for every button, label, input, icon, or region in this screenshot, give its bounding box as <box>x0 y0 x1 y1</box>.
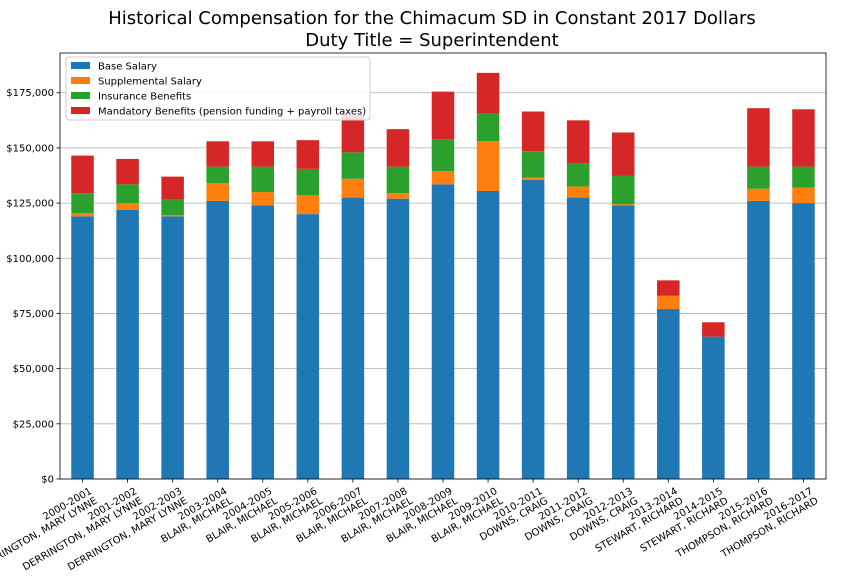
bar-segment <box>251 205 275 479</box>
bar-segment <box>206 166 229 184</box>
legend-swatch <box>71 107 90 114</box>
bar-segment <box>341 197 365 479</box>
legend-swatch <box>71 92 90 99</box>
bar-segment <box>386 129 410 167</box>
bar-segment <box>521 179 545 479</box>
bar-segment <box>476 113 500 142</box>
bar-segment <box>431 171 455 185</box>
bar-segment <box>566 186 590 198</box>
bar-segment <box>521 177 545 180</box>
bar-segment <box>386 193 410 199</box>
bar-segment <box>161 176 184 200</box>
bar-segment <box>251 141 275 167</box>
bar-segment <box>431 139 455 172</box>
y-tick-label: $100,000 <box>6 254 54 265</box>
bar-segment <box>116 209 139 479</box>
legend-label: Base Salary <box>98 62 157 73</box>
bar-segment <box>476 72 500 114</box>
bar-segment <box>161 199 184 216</box>
legend-box <box>65 56 371 121</box>
bar-segment <box>476 190 500 479</box>
y-tick-label: $25,000 <box>13 419 54 430</box>
bar-segment <box>341 152 365 179</box>
bar-segment <box>747 108 770 167</box>
bar-segment <box>566 197 590 479</box>
bar-segment <box>296 195 320 215</box>
bar-segment <box>521 111 545 152</box>
bar-segment <box>296 168 320 196</box>
bar-segment <box>747 166 770 189</box>
bar-segment <box>71 216 94 479</box>
bar-segment <box>747 188 770 201</box>
bar-segment <box>611 175 635 205</box>
bar-segment <box>611 205 635 479</box>
bar-segment <box>116 203 139 210</box>
bar-segment <box>296 214 320 480</box>
bar-segment <box>386 198 410 479</box>
bar-segment <box>206 183 229 201</box>
legend-swatch <box>71 77 90 84</box>
bar-segment <box>341 178 365 198</box>
bar-segment <box>566 163 590 187</box>
chart-subtitle: Duty Title = Superintendent <box>305 30 559 51</box>
legend-label: Insurance Benefits <box>98 92 191 103</box>
bar-segment <box>476 141 500 191</box>
bar-segment <box>386 166 410 194</box>
bar-segment <box>71 155 94 194</box>
bar-segment <box>71 213 94 217</box>
bar-segment <box>702 336 725 479</box>
legend: Base Salary Supplemental Salary Insurance … <box>65 56 371 121</box>
bar-segment <box>251 166 275 193</box>
y-tick-label: $150,000 <box>6 143 54 154</box>
bar-segment <box>116 184 139 204</box>
bar-segment <box>161 215 184 217</box>
bar-segment <box>611 132 635 176</box>
bar-segment <box>792 109 815 167</box>
bar-segment <box>657 309 680 479</box>
legend-label: Mandatory Benefits (pension funding + pa… <box>98 107 366 118</box>
bar-segment <box>251 192 275 206</box>
bar-segment <box>431 184 455 479</box>
bar-segment <box>116 158 139 185</box>
bar-segment <box>611 204 635 206</box>
bar-segment <box>341 114 365 153</box>
bar-segment <box>747 200 770 479</box>
legend-label: Supplemental Salary <box>98 77 202 88</box>
bar-segment <box>657 280 680 296</box>
bar-segment <box>206 200 229 479</box>
bar-segment <box>161 216 184 479</box>
y-tick-label: $175,000 <box>6 88 54 99</box>
bar-segment <box>792 203 815 479</box>
bar-segment <box>431 91 455 140</box>
bar-segment <box>657 295 680 310</box>
y-tick-label: $125,000 <box>6 199 54 210</box>
bar-segment <box>702 322 725 337</box>
bar-segment <box>296 140 320 169</box>
y-tick-label: $0 <box>41 475 54 486</box>
y-tick-label: $75,000 <box>13 309 54 320</box>
bar-segment <box>206 141 229 167</box>
bar-segment <box>792 166 815 188</box>
bar-segment <box>71 193 94 214</box>
chart-title: Historical Compensation for the Chimacum… <box>108 8 756 29</box>
bar-segment <box>566 120 590 164</box>
bar-segment <box>521 151 545 178</box>
y-tick-label: $50,000 <box>13 364 54 375</box>
legend-swatch <box>71 62 90 69</box>
bar-segment <box>792 187 815 204</box>
